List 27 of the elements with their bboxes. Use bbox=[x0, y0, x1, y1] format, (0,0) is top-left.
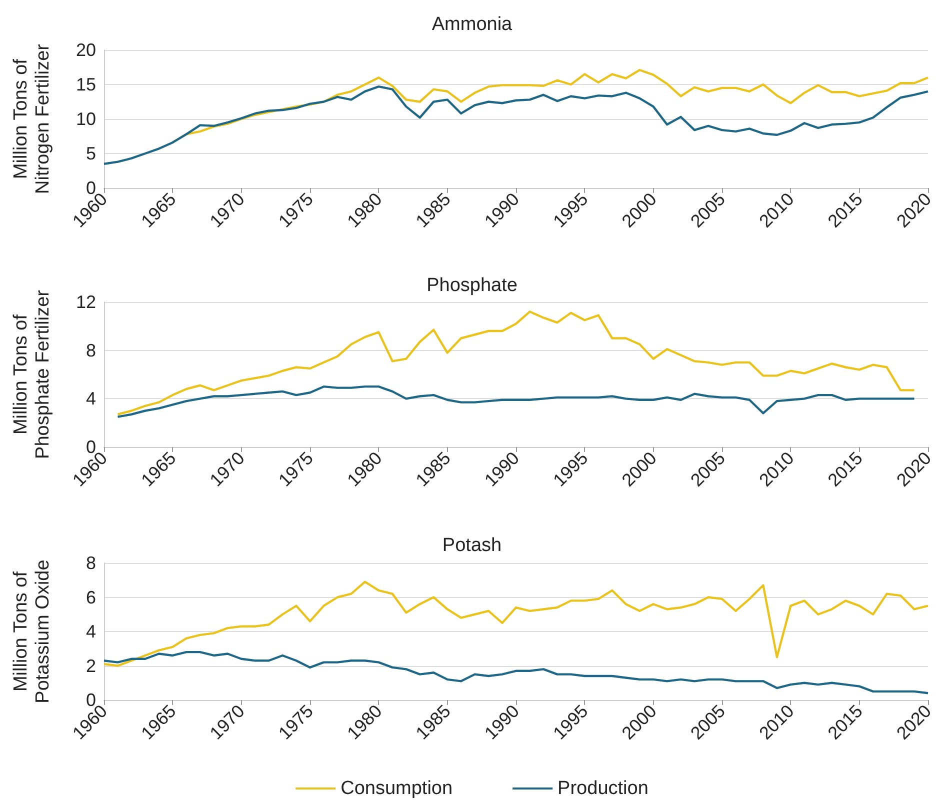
y-tick-label: 4 bbox=[86, 622, 96, 642]
line-series bbox=[102, 580, 930, 667]
chart-title: Ammonia bbox=[432, 14, 513, 35]
y-tick-label: 20 bbox=[76, 40, 96, 60]
y-axis-title: Million Tons of Potassium Oxide bbox=[10, 560, 54, 704]
y-tick-label: 10 bbox=[76, 109, 96, 129]
y-tick-label: 5 bbox=[86, 144, 96, 164]
legend-label: Consumption bbox=[340, 778, 453, 799]
y-tick-label: 4 bbox=[86, 388, 96, 409]
y-axis-title: Million Tons of Nitrogen Fertilizer bbox=[10, 43, 54, 194]
legend-label: Production bbox=[558, 778, 648, 799]
y-axis-title: Million Tons of Phosphate Fertilizer bbox=[10, 289, 54, 459]
chart-title: Potash bbox=[442, 535, 502, 556]
chart-title: Phosphate bbox=[426, 275, 518, 296]
y-tick-label: 0 bbox=[86, 178, 96, 198]
y-tick-label: 15 bbox=[76, 74, 96, 94]
y-tick-label: 8 bbox=[86, 553, 96, 573]
y-tick-label: 2 bbox=[86, 656, 96, 676]
y-tick-label: 12 bbox=[76, 292, 96, 312]
y-tick-label: 8 bbox=[86, 340, 96, 360]
line-series bbox=[102, 85, 930, 165]
line-series bbox=[102, 650, 930, 694]
line-series bbox=[116, 310, 916, 416]
line-series bbox=[116, 385, 916, 418]
y-tick-label: 6 bbox=[86, 587, 96, 608]
y-tick-label: 0 bbox=[86, 690, 96, 710]
y-tick-label: 0 bbox=[86, 437, 96, 457]
